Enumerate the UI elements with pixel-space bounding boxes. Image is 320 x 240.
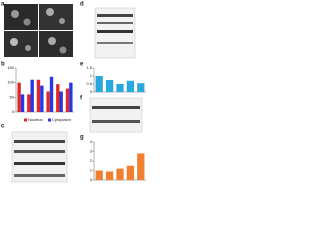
y-tick-label: 0: [90, 89, 93, 94]
western-blot-c: [11, 131, 68, 183]
bar: [126, 165, 135, 180]
y-tick-label: 0.5: [86, 81, 92, 86]
bar: [65, 88, 70, 112]
bar: [116, 84, 124, 92]
legend-label: Cytoplasm: [52, 117, 72, 122]
y-tick-label: 50: [10, 94, 15, 99]
bar: [95, 170, 103, 180]
bar: [40, 85, 44, 112]
bar: [56, 84, 60, 112]
y-tick-label: 2: [90, 158, 93, 163]
legend-swatch: [24, 118, 27, 122]
western-blot-d: [94, 7, 136, 59]
y-tick-label: 100: [7, 80, 14, 85]
y-tick-label: 3: [90, 149, 93, 154]
bar: [69, 82, 73, 112]
panel-label: a: [1, 2, 5, 8]
page: a b c d e f g 0 50 100 150 Nucleus Cytoplasm 0…: [1, 1, 146, 183]
bar: [17, 82, 21, 112]
panel-label: f: [80, 96, 83, 102]
bar: [95, 76, 103, 92]
bar: [46, 91, 50, 112]
bar: [30, 79, 34, 112]
y-tick-label: 1: [90, 168, 93, 173]
panel-label: b: [1, 62, 5, 68]
bar: [20, 94, 25, 112]
y-tick-label: 0: [12, 109, 15, 114]
y-tick-label: 0: [90, 177, 93, 182]
bar: [116, 168, 124, 180]
panel-label: c: [1, 124, 5, 130]
panel-label: d: [80, 2, 84, 8]
western-blot-f: [89, 97, 143, 133]
bar: [36, 79, 41, 112]
bar: [137, 83, 145, 92]
bar: [27, 94, 31, 112]
y-tick-label: 1: [90, 73, 93, 78]
bar: [59, 91, 63, 112]
bar: [49, 76, 54, 112]
bar: [105, 171, 114, 180]
bar: [105, 80, 114, 92]
legend-label: Nucleus: [28, 117, 42, 122]
micrographs: [4, 4, 73, 57]
panel-label: g: [80, 135, 84, 141]
y-tick-label: 4: [90, 139, 93, 144]
y-tick-label: 1.5: [86, 65, 92, 70]
panel-label: e: [80, 62, 84, 68]
bar: [126, 80, 135, 92]
bar: [137, 153, 145, 180]
legend-swatch: [48, 118, 51, 122]
y-tick-label: 150: [7, 65, 14, 70]
